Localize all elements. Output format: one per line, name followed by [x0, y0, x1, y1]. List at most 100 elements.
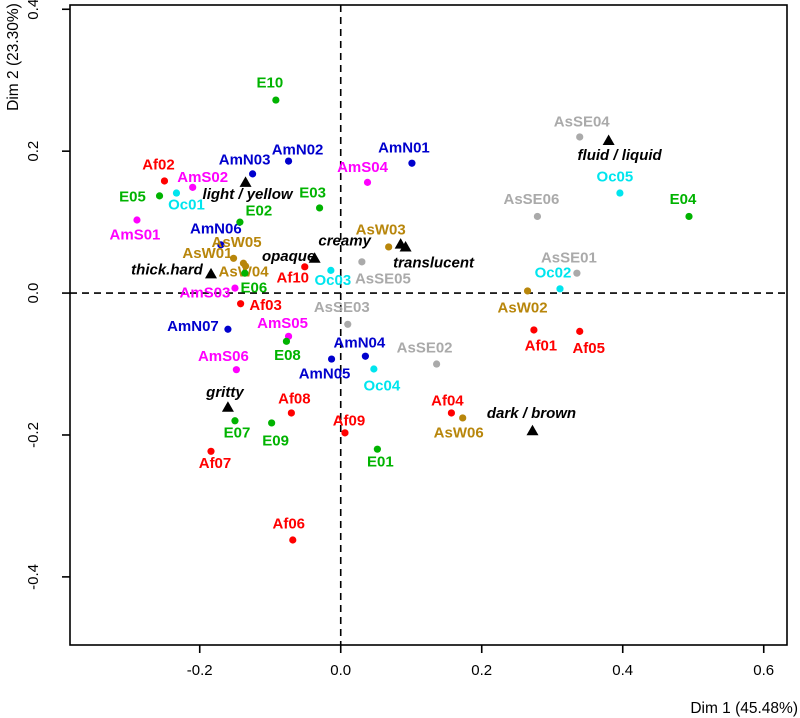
data-point-label: AsSE01: [541, 250, 597, 267]
data-point-label: Af05: [572, 340, 605, 357]
data-point: [236, 218, 244, 226]
data-point: [530, 326, 538, 334]
data-point-label: AsW03: [356, 221, 406, 238]
attribute-label: creamy: [318, 233, 371, 250]
data-point: [685, 212, 693, 221]
attribute-triangle: [205, 267, 218, 279]
data-point-label: Af10: [277, 269, 310, 286]
attribute-triangle: [308, 252, 321, 263]
data-point-label: AmN04: [334, 335, 386, 352]
data-point-label: AsW02: [498, 299, 548, 316]
data-point: [341, 429, 349, 437]
data-point-label: AmS02: [177, 169, 228, 186]
data-point: [433, 360, 441, 368]
data-point-label: E10: [257, 75, 284, 92]
data-point-label: AsSE02: [397, 340, 453, 357]
data-point: [217, 241, 225, 249]
data-point: [459, 414, 467, 422]
data-point-label: E01: [367, 454, 394, 471]
x-tick-label: 0.0: [330, 662, 351, 679]
data-point: [172, 189, 181, 197]
data-point: [363, 178, 372, 186]
attribute-label: thick.hard: [131, 261, 204, 278]
data-point-label: Oc03: [315, 272, 352, 289]
data-point-label: E02: [246, 203, 273, 220]
x-axis-title: Dim 1 (45.48%): [690, 700, 798, 717]
data-point: [327, 266, 335, 274]
attribute-triangle: [526, 424, 539, 436]
data-point-label: Af03: [249, 297, 282, 314]
data-point-label: Oc05: [597, 169, 634, 186]
data-point: [241, 262, 250, 270]
data-point-label: AmS03: [180, 285, 231, 302]
axis-ticks: -0.2 0.0 0.2 0.4 0.6 -0.4 -0.2 0.0 0.2 0.4: [25, 0, 774, 679]
data-point-label: Af04: [431, 392, 464, 409]
data-point: [160, 177, 169, 185]
data-point-label: E04: [670, 191, 697, 208]
data-point: [576, 327, 584, 335]
data-point: [241, 269, 249, 277]
attribute-label: opaque: [262, 248, 315, 265]
data-point-label: AmN01: [378, 140, 430, 157]
data-point: [385, 243, 393, 251]
data-point: [408, 159, 416, 167]
data-point-label: Oc01: [168, 197, 205, 214]
data-point: [155, 192, 164, 200]
data-point-label: Af06: [273, 515, 306, 532]
y-tick-label: -0.4: [25, 564, 42, 590]
data-point: [268, 419, 276, 427]
attribute-label: translucent: [393, 254, 475, 271]
attribute-label: fluid / liquid: [578, 147, 663, 164]
attribute-label: gritty: [205, 384, 244, 401]
attribute-label: light / yellow: [203, 186, 294, 203]
attribute-triangle: [399, 240, 412, 252]
data-point-label: Af09: [333, 412, 366, 429]
data-point: [301, 263, 309, 271]
y-axis-title: Dim 2 (23.30%): [5, 3, 22, 111]
data-point: [282, 337, 291, 345]
data-point: [373, 445, 381, 453]
data-point: [361, 352, 370, 360]
data-point: [231, 417, 239, 425]
data-point: [616, 189, 624, 197]
data-point-label: AsW05: [212, 234, 262, 251]
data-point-label: Oc02: [535, 264, 572, 281]
x-tick-label: -0.2: [187, 662, 213, 679]
data-point: [284, 157, 293, 165]
data-point-label: AmS01: [110, 226, 161, 243]
data-point: [272, 96, 280, 104]
data-point: [315, 204, 324, 212]
x-tick-label: 0.6: [753, 662, 774, 679]
data-point-label: E06: [240, 280, 267, 297]
data-point: [573, 269, 581, 277]
data-point-label: AsSE06: [503, 191, 559, 208]
data-point: [229, 254, 238, 262]
data-point-label: AmS06: [198, 348, 249, 365]
plot-border: [69, 4, 788, 646]
data-point-label: AsSE05: [355, 270, 411, 287]
data-point: [370, 365, 378, 373]
data-point: [232, 366, 240, 374]
data-point-label: AsSE03: [314, 299, 370, 316]
data-point-label: AsSE04: [554, 113, 611, 130]
data-point: [189, 183, 197, 191]
data-point-label: AmN05: [299, 366, 351, 383]
data-point: [576, 133, 584, 141]
data-point-label: AmS05: [257, 315, 308, 332]
attribute-triangle: [602, 134, 615, 146]
x-tick-label: 0.2: [471, 662, 492, 679]
data-point-label: E05: [119, 188, 146, 205]
data-point-label: AsW06: [434, 424, 484, 441]
data-point-label: AmS04: [337, 159, 389, 176]
plot-frame: [69, 4, 788, 646]
data-point-label: Af08: [278, 390, 311, 407]
data-point-label: AmN06: [190, 220, 242, 237]
data-point-label: Oc04: [364, 377, 401, 394]
sample-points: Af01 Af02 Af03 Af04 Af05 Af06 Af07 Af08 Af09 Af10…: [110, 75, 697, 544]
data-point-label: AmN07: [167, 318, 219, 335]
reference-dashed-lines: [70, 5, 787, 645]
data-point-label: Af01: [525, 337, 558, 354]
data-point-label: E07: [224, 424, 251, 441]
data-point: [207, 447, 215, 455]
